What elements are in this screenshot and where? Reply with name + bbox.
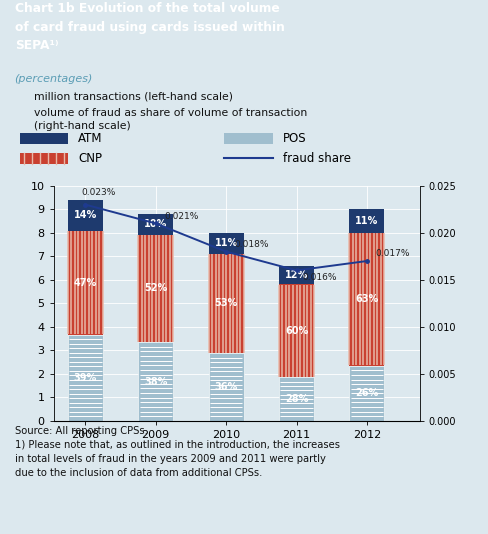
Bar — [20, 153, 68, 164]
Text: 11%: 11% — [215, 238, 238, 248]
Text: 52%: 52% — [144, 284, 167, 294]
Bar — [349, 233, 385, 366]
Text: 0.021%: 0.021% — [164, 211, 199, 221]
Bar — [138, 235, 173, 342]
Text: 47%: 47% — [74, 278, 97, 288]
Bar — [68, 335, 103, 421]
Text: 53%: 53% — [215, 299, 238, 308]
Bar — [68, 231, 103, 335]
Text: 60%: 60% — [285, 326, 308, 336]
Text: ATM: ATM — [78, 132, 102, 145]
Text: 11%: 11% — [355, 216, 379, 226]
Text: fraud share: fraud share — [283, 152, 351, 165]
Bar — [279, 284, 314, 378]
Text: POS: POS — [283, 132, 306, 145]
Text: 10%: 10% — [144, 219, 167, 230]
Bar — [20, 133, 68, 144]
Text: 39%: 39% — [74, 373, 97, 383]
Text: 0.023%: 0.023% — [82, 188, 116, 197]
Text: 12%: 12% — [285, 270, 308, 280]
Bar — [349, 209, 385, 233]
Text: 38%: 38% — [144, 376, 167, 387]
Bar — [138, 214, 173, 235]
Text: Chart 1b Evolution of the total volume
of card fraud using cards issued within
S: Chart 1b Evolution of the total volume o… — [15, 2, 285, 52]
Text: million transactions (left-hand scale): million transactions (left-hand scale) — [34, 91, 233, 101]
Bar — [349, 366, 385, 421]
Text: 0.018%: 0.018% — [235, 240, 269, 249]
Bar — [279, 266, 314, 284]
Bar — [224, 133, 273, 144]
Bar — [279, 378, 314, 421]
Bar — [208, 254, 244, 353]
Text: 0.016%: 0.016% — [302, 273, 337, 282]
Text: volume of fraud as share of volume of transaction
(right-hand scale): volume of fraud as share of volume of tr… — [34, 108, 307, 131]
Text: 36%: 36% — [215, 382, 238, 392]
Bar — [68, 200, 103, 231]
Text: 0.017%: 0.017% — [375, 249, 410, 258]
Bar — [138, 342, 173, 421]
Text: (percentages): (percentages) — [15, 74, 93, 84]
Text: 28%: 28% — [285, 394, 308, 404]
Text: 63%: 63% — [355, 294, 379, 304]
Text: CNP: CNP — [78, 152, 102, 165]
Bar — [208, 233, 244, 254]
Bar — [208, 353, 244, 421]
Text: 26%: 26% — [355, 388, 379, 398]
Text: 14%: 14% — [74, 210, 97, 221]
Text: Source: All reporting CPSs.
1) Please note that, as outlined in the introduction: Source: All reporting CPSs. 1) Please no… — [15, 426, 340, 478]
